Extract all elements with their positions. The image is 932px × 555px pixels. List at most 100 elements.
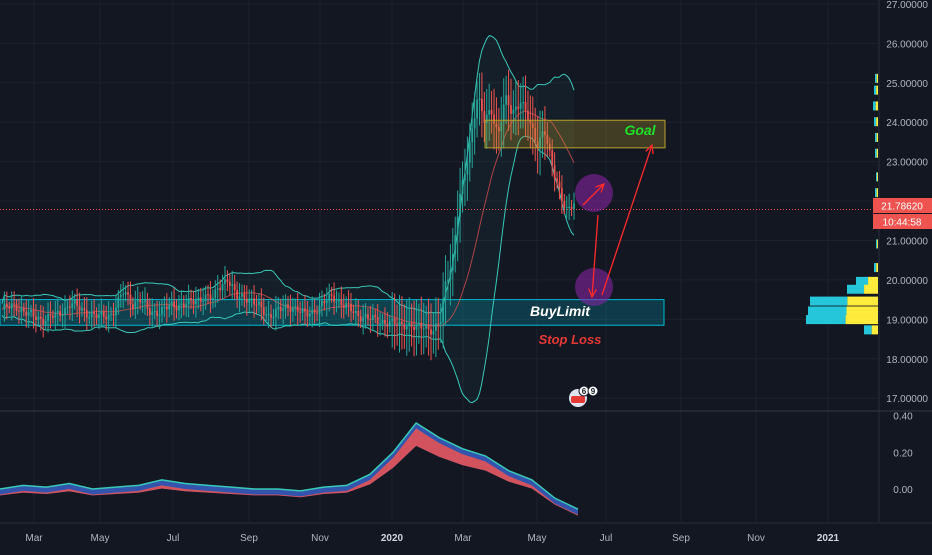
candle-body xyxy=(182,303,185,308)
candle-body xyxy=(139,299,142,303)
bollinger-bands xyxy=(1,35,575,404)
goal-label: Goal xyxy=(624,122,656,138)
candle-body xyxy=(144,300,146,302)
candle-body xyxy=(461,180,464,194)
profile-bar-a xyxy=(856,276,869,286)
candle-body xyxy=(563,200,566,208)
candle-body xyxy=(556,178,558,182)
profile-bar-b xyxy=(876,73,878,83)
candle-body xyxy=(287,304,289,308)
candle-body xyxy=(316,312,318,314)
time-tick-label: Nov xyxy=(311,533,329,544)
time-tick-label: Sep xyxy=(672,533,690,544)
candle-body xyxy=(260,301,263,308)
candle-body xyxy=(444,281,447,299)
candle-body xyxy=(199,297,202,302)
candle-body xyxy=(466,162,469,175)
indicator-tick-label: 0.00 xyxy=(893,485,913,496)
candle-body xyxy=(369,318,372,321)
candle-body xyxy=(224,279,226,284)
candle-body xyxy=(180,303,183,306)
candle-body xyxy=(376,316,379,325)
candle-body xyxy=(90,311,93,318)
volume-profile xyxy=(806,73,878,335)
candle-body xyxy=(483,110,486,123)
profile-bar-a xyxy=(875,132,877,142)
candle-body xyxy=(190,298,192,301)
candle-body xyxy=(8,306,11,309)
candle-body xyxy=(544,131,546,135)
candle-body xyxy=(170,301,173,306)
candle-body xyxy=(384,320,386,324)
candle-body xyxy=(129,294,132,305)
price-tick-label: 17.00000 xyxy=(886,394,928,405)
profile-bar-a xyxy=(847,284,865,294)
candle-body xyxy=(233,284,236,291)
candle-body xyxy=(568,206,571,208)
candle-body xyxy=(98,314,100,319)
arrow-short-up xyxy=(582,183,605,206)
profile-bar-b xyxy=(877,239,878,249)
candle-body xyxy=(56,311,59,313)
candle-body xyxy=(39,316,42,319)
candle-body xyxy=(30,310,32,313)
candle-body xyxy=(68,306,71,309)
stop-loss-label: Stop Loss xyxy=(539,332,602,347)
candle-body xyxy=(20,308,23,312)
candle-body xyxy=(153,310,156,312)
candle-body xyxy=(148,308,151,315)
candle-body xyxy=(296,306,299,312)
price-tick-label: 23.00000 xyxy=(886,158,928,169)
candle-body xyxy=(284,304,287,309)
candle-body xyxy=(311,309,314,315)
candle-body xyxy=(473,118,476,129)
candle-body xyxy=(325,300,328,304)
candle-body xyxy=(304,308,306,312)
candle-body xyxy=(100,311,103,315)
candle-body xyxy=(136,299,139,302)
candle-body xyxy=(274,309,277,318)
last-price-value: 21.78620 xyxy=(881,202,923,213)
candle-body xyxy=(282,308,285,311)
candle-body xyxy=(231,284,234,286)
candle-body xyxy=(422,328,425,330)
candle-body xyxy=(500,122,503,132)
candle-body xyxy=(289,307,292,312)
candle-body xyxy=(480,98,483,111)
candle-body xyxy=(294,306,297,308)
candle-body xyxy=(502,104,505,123)
candle-body xyxy=(161,306,163,315)
candle-body xyxy=(54,312,57,318)
candle-body xyxy=(337,299,340,302)
candle-body xyxy=(226,279,229,282)
candle-body xyxy=(447,279,449,282)
candle-body xyxy=(386,323,389,327)
profile-bar-b xyxy=(876,263,878,273)
candle-body xyxy=(534,127,537,142)
profile-bar-b xyxy=(876,117,878,127)
event-badge[interactable]: 6 9 xyxy=(569,385,599,407)
profile-bar-b xyxy=(868,276,878,286)
profile-bar-a xyxy=(874,263,877,273)
candle-body xyxy=(173,301,175,308)
candle-body xyxy=(362,317,365,322)
candle-body xyxy=(124,292,127,295)
candle-body xyxy=(202,300,205,302)
profile-bar-b xyxy=(846,306,878,316)
price-tick-label: 26.00000 xyxy=(886,39,928,50)
candle-body xyxy=(519,103,522,109)
candle-body xyxy=(168,305,171,310)
candle-body xyxy=(238,296,241,299)
candle-body xyxy=(117,296,120,308)
candle-body xyxy=(197,297,200,301)
candle-body xyxy=(427,324,430,330)
candle-body xyxy=(279,306,282,311)
candle-body xyxy=(517,106,520,109)
candle-body xyxy=(22,308,25,312)
profile-bar-a xyxy=(875,148,877,158)
price-tick-label: 18.00000 xyxy=(886,355,928,366)
price-tick-label: 21.00000 xyxy=(886,236,928,247)
candle-body xyxy=(536,141,539,149)
